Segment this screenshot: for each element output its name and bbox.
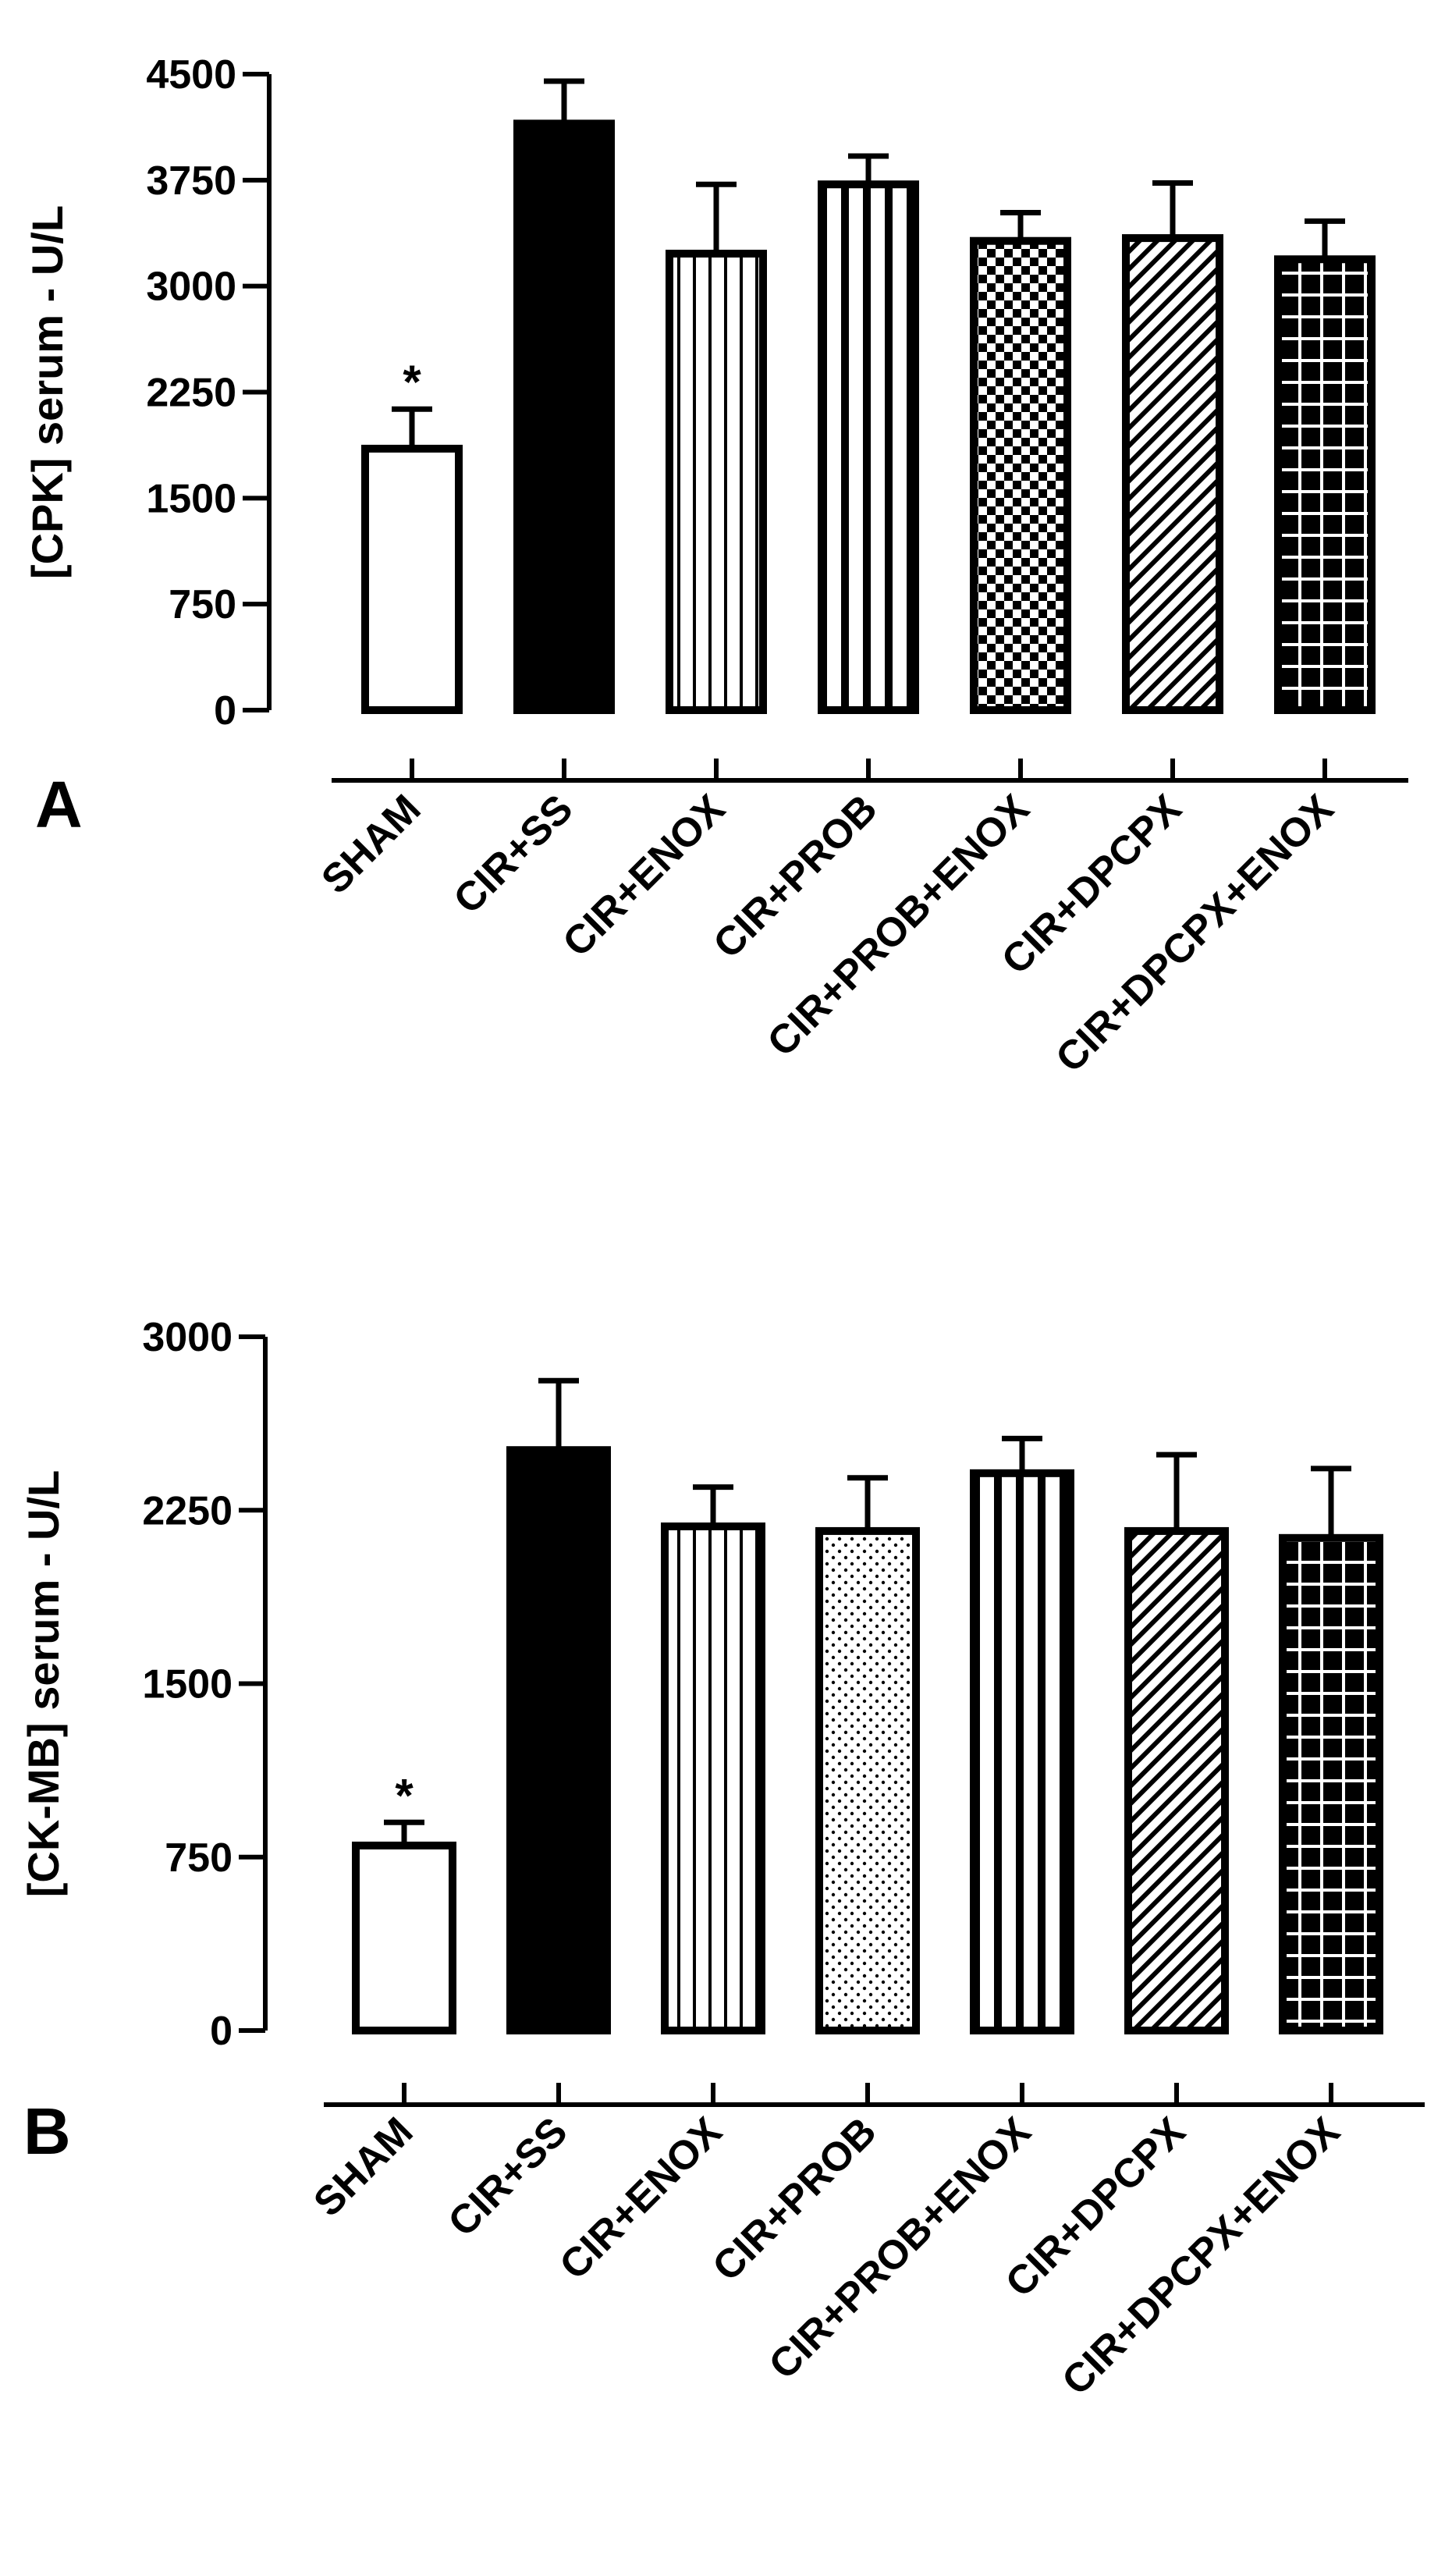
y-tick-label: 2250: [146, 371, 236, 416]
y-tick-label: 3000: [142, 1315, 233, 1360]
bar: [1122, 234, 1223, 715]
panel-a: 0 750 1500 2250 3000 3750 4500 [CPK] serum - U/…: [23, 52, 1408, 1082]
x-category-label: CIR+SS: [440, 2109, 577, 2245]
bar: [815, 1526, 920, 2035]
y-axis-title: [CPK] serum - U/L: [23, 205, 72, 579]
significance-mark: *: [395, 1769, 414, 1821]
y-axis-title: [CK-MB] serum - U/L: [19, 1470, 68, 1898]
bar: [1124, 1526, 1229, 2035]
bar: [1279, 1533, 1383, 2035]
y-tick-label: 1500: [142, 1662, 233, 1707]
x-category-label: SHAM: [313, 786, 429, 902]
bar: [818, 180, 919, 714]
y-tick-label: 4500: [146, 52, 236, 98]
y-tick-label: 0: [214, 688, 236, 734]
x-category-label: SHAM: [305, 2109, 421, 2225]
y-tick-label: 1500: [146, 476, 236, 521]
x-category-label: CIR+ENOX: [551, 2109, 730, 2288]
y-tick-label: 0: [210, 2009, 233, 2054]
bar: [1274, 255, 1376, 714]
bar: [352, 1841, 456, 2035]
bar: [666, 250, 767, 714]
bar: [970, 236, 1071, 714]
y-tick-label: 750: [169, 582, 236, 627]
x-category-label: CIR+ENOX: [554, 786, 733, 965]
x-category-label: CIR+SS: [446, 786, 582, 922]
x-category-label: CIR+PROB+ENOX: [759, 786, 1038, 1065]
x-category-label: CIR+DPCPX+ENOX: [1053, 2109, 1348, 2404]
x-category-label: CIR+DPCPX+ENOX: [1047, 786, 1342, 1081]
x-category-label: CIR+PROB+ENOX: [761, 2109, 1040, 2388]
y-tick-label: 3000: [146, 265, 236, 310]
y-tick-label: 2250: [142, 1488, 233, 1533]
bar: [506, 1446, 611, 2035]
panel-letter: B: [23, 2095, 71, 2168]
y-tick-label: 3750: [146, 158, 236, 204]
bar: [970, 1469, 1074, 2034]
bar: [661, 1522, 765, 2034]
significance-mark: *: [403, 356, 421, 408]
y-tick-label: 750: [165, 1835, 233, 1881]
bar: [361, 444, 463, 714]
panel-b: 0 750 1500 2250 3000 [CK-MB] serum - U/L * SHAM…: [19, 1315, 1425, 2404]
panel-letter: A: [35, 768, 83, 841]
bar: [513, 119, 615, 714]
